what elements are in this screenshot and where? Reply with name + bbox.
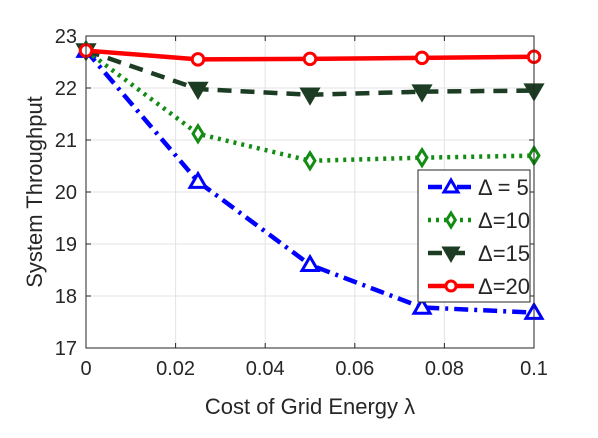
data-point: [444, 210, 458, 230]
x-tick-label: 0.02: [156, 358, 195, 380]
data-point: [299, 253, 321, 273]
legend-item: Δ=15: [428, 241, 530, 266]
data-point: [444, 279, 458, 293]
data-point: [411, 296, 433, 315]
series-circle: [78, 43, 542, 67]
data-point: [299, 87, 321, 106]
y-tick-label: 18: [55, 286, 77, 308]
y-tick-label: 17: [55, 338, 77, 360]
legend-label: Δ=20: [478, 274, 530, 299]
data-point: [411, 84, 433, 103]
data-point: [441, 177, 461, 194]
data-point: [415, 146, 429, 169]
y-tick-label: 19: [55, 234, 77, 256]
y-tick-label: 20: [55, 182, 77, 204]
x-tick-label: 0: [80, 358, 91, 380]
data-point: [187, 170, 209, 189]
legend-label: Δ=15: [478, 241, 530, 266]
data-point: [191, 122, 205, 145]
x-tick-label: 0.06: [335, 358, 374, 380]
x-tick-label: 0.1: [520, 358, 548, 380]
legend-item: Δ = 5: [428, 175, 529, 200]
data-point: [303, 149, 317, 172]
x-tick-label: 0.04: [246, 358, 285, 380]
data-point: [441, 246, 461, 263]
axis-ticks: 0 0.02 0.04 0.06 0.08 0.1 17 18 19 20 21 22 23: [55, 26, 548, 380]
legend-item: Δ=10: [428, 208, 530, 233]
legend-box: [417, 169, 531, 303]
legend: Δ = 5 Δ=10 Δ=15 Δ=20: [417, 169, 531, 303]
data-point: [190, 52, 206, 67]
legend-label: Δ = 5: [478, 175, 529, 200]
data-point: [302, 51, 318, 67]
x-tick-label: 0.08: [425, 358, 464, 380]
legend-item: Δ=20: [428, 274, 530, 299]
legend-label: Δ=10: [478, 208, 530, 233]
y-tick-label: 21: [55, 130, 77, 152]
y-tick-label: 22: [55, 78, 77, 100]
series-group: [75, 39, 545, 320]
data-point: [414, 50, 430, 66]
y-axis-label: System Throughput: [22, 96, 47, 288]
x-axis-label: Cost of Grid Energy λ: [205, 394, 415, 419]
y-tick-label: 23: [55, 26, 77, 48]
data-point: [187, 81, 209, 101]
